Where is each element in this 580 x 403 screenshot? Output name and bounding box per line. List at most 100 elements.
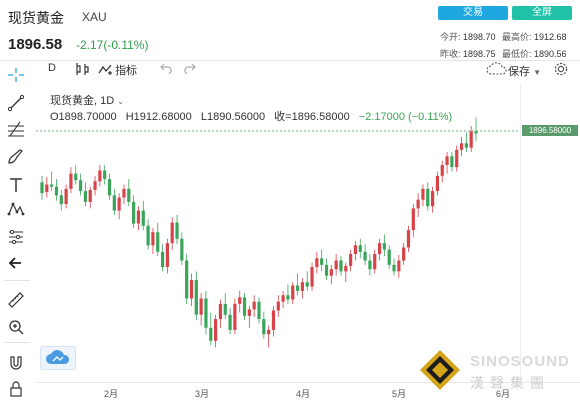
interval-button[interactable]: D <box>48 62 56 74</box>
prev-close-label: 昨收: <box>440 49 461 59</box>
legend-change: −2.17000 (−0.11%) <box>358 111 453 123</box>
candle-body <box>397 260 401 272</box>
candle-body <box>416 199 420 209</box>
cloud-icon[interactable] <box>40 346 76 370</box>
candle-body <box>194 280 198 315</box>
time-axis-border <box>36 382 580 383</box>
candle-body <box>69 173 73 189</box>
back-arrow-icon[interactable] <box>6 254 26 272</box>
candle-body <box>209 327 213 341</box>
x-tick-label: 3月 <box>195 389 210 399</box>
candle-body <box>54 186 59 196</box>
pattern-icon[interactable] <box>6 200 26 218</box>
candle-body <box>88 189 92 202</box>
fib-icon[interactable] <box>6 120 26 138</box>
candle-body <box>421 188 425 200</box>
sinosound-watermark: SINOSOUND 漢聲集團 <box>418 346 578 396</box>
measure-icon[interactable] <box>6 228 26 246</box>
x-tick-label: 2月 <box>104 389 119 399</box>
candle-body <box>271 310 276 330</box>
candlestick-chart[interactable] <box>36 84 520 384</box>
candle-body <box>310 267 314 287</box>
legend-open: O1898.70000 <box>50 111 117 123</box>
settings-icon[interactable] <box>553 61 569 82</box>
candle-body <box>334 260 338 270</box>
undo-icon[interactable] <box>160 62 174 77</box>
legend-close: 收=1896.58000 <box>274 111 350 123</box>
low-value: 1890.56 <box>534 49 567 59</box>
candle-body <box>262 319 266 335</box>
svg-text:SINOSOUND: SINOSOUND <box>470 353 570 370</box>
fullscreen-button[interactable]: 全屏 <box>512 6 572 20</box>
zoom-in-icon[interactable] <box>6 318 26 336</box>
candle-body <box>315 258 319 267</box>
high-stat: 最高价: 1912.68 <box>502 30 567 43</box>
candle-body <box>199 298 203 315</box>
instrument-title: 现货黄金 <box>8 10 64 26</box>
chart-legend-ohlc: O1898.70000 H1912.68000 L1890.56000 收=18… <box>50 108 458 124</box>
candle-body <box>455 149 459 168</box>
candle-body <box>445 156 449 165</box>
header-divider <box>0 60 580 61</box>
candle-body <box>435 175 440 192</box>
redo-icon[interactable] <box>182 62 196 77</box>
candle-body <box>281 295 285 302</box>
candle-body <box>151 232 155 246</box>
candle-body <box>185 260 189 299</box>
text-icon[interactable] <box>6 176 26 194</box>
candle-body <box>320 258 324 265</box>
low-label: 最低价: <box>502 49 532 59</box>
save-button[interactable]: 保存 ▼ <box>508 63 541 79</box>
ruler-icon[interactable] <box>6 290 26 308</box>
candle-body <box>324 264 329 276</box>
candle-body <box>112 195 116 211</box>
candle-body <box>474 131 478 134</box>
crosshair-icon[interactable] <box>6 66 26 84</box>
trade-button[interactable]: 交易 <box>438 6 508 20</box>
candle-body <box>267 329 271 335</box>
x-tick-label: 6月 <box>496 389 511 399</box>
candle-body <box>175 222 179 239</box>
candle-body <box>406 230 411 248</box>
chart-type-icon[interactable] <box>74 62 90 79</box>
candle-body <box>180 238 184 261</box>
candle-body <box>107 179 112 196</box>
candle-body <box>431 191 435 207</box>
instrument-symbol: XAU <box>82 10 107 24</box>
candle-body <box>132 201 136 224</box>
candles-group <box>40 117 478 348</box>
open-label: 今开: <box>440 32 461 42</box>
candle-body <box>363 251 367 261</box>
candle-body <box>59 195 63 205</box>
last-price: 1896.58 <box>8 36 63 53</box>
candle-body <box>45 184 49 193</box>
chevron-down-icon[interactable]: ⌄ <box>117 97 124 106</box>
candle-body <box>238 297 242 304</box>
candle-body <box>339 260 343 272</box>
candle-body <box>247 309 251 316</box>
candle-body <box>392 264 396 272</box>
candle-body <box>170 222 174 244</box>
chart-toolbar: D 指标 <box>40 62 480 80</box>
prev-close-value: 1898.75 <box>463 49 496 59</box>
candle-body <box>349 253 353 266</box>
candle-body <box>411 208 415 231</box>
candle-body <box>156 232 160 252</box>
candle-body <box>93 181 97 190</box>
magnet-icon[interactable] <box>6 354 26 372</box>
candle-body <box>98 170 102 182</box>
legend-name: 现货黄金 <box>50 95 94 107</box>
lock-icon[interactable] <box>6 380 26 398</box>
candle-body <box>276 301 280 311</box>
indicators-button[interactable]: 指标 <box>98 62 137 78</box>
chart-legend-title: 现货黄金, 1D ⌄ <box>50 95 124 107</box>
trend-line-icon[interactable] <box>6 94 26 112</box>
brush-icon[interactable] <box>6 148 26 166</box>
save-label: 保存 <box>508 66 530 78</box>
tool-divider <box>4 342 30 343</box>
candle-body <box>74 173 78 181</box>
candle-body <box>305 282 309 287</box>
legend-interval: 1D <box>100 95 115 107</box>
cloud-save-icon[interactable] <box>486 62 508 81</box>
open-stat: 今开: 1898.70 <box>440 30 496 43</box>
